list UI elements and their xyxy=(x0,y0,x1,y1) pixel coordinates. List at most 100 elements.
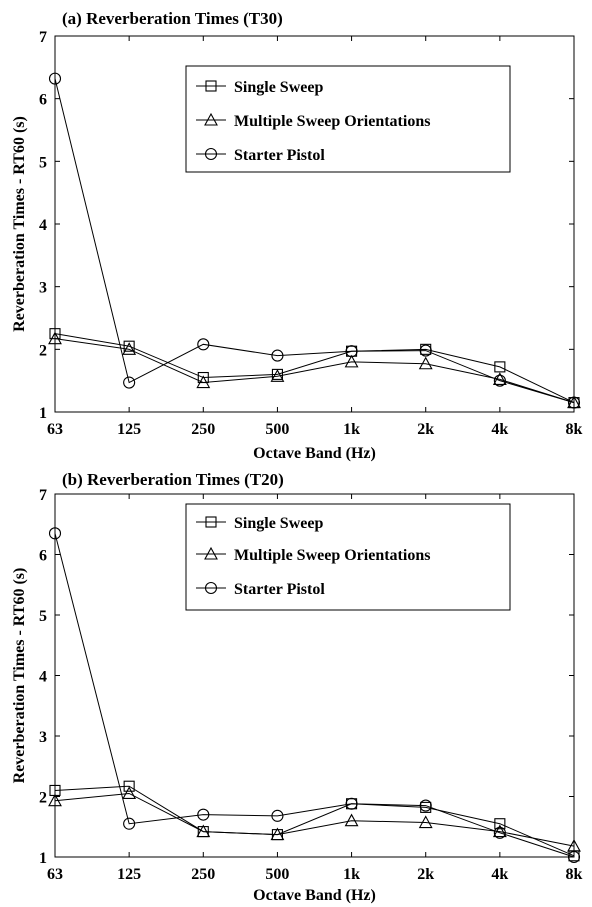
x-tick-label: 1k xyxy=(343,866,360,883)
legend-entry: Starter Pistol xyxy=(196,581,325,598)
data-point-square xyxy=(49,328,61,340)
x-tick-label: 2k xyxy=(417,421,434,438)
series-line xyxy=(54,785,575,857)
y-axis-label: Reverberation Times - RT60 (s) xyxy=(11,568,28,784)
data-point-square xyxy=(123,780,135,792)
x-tick-label: 250 xyxy=(191,421,215,438)
x-tick-label: 63 xyxy=(47,421,63,438)
x-tick-label: 4k xyxy=(491,421,508,438)
data-point-triangle xyxy=(418,356,433,370)
data-point-triangle xyxy=(344,354,359,368)
y-tick-label: 3 xyxy=(39,729,47,746)
legend-marker-square xyxy=(205,516,217,528)
data-point-triangle xyxy=(418,815,433,829)
data-point-circle xyxy=(345,345,358,358)
x-tick-label: 4k xyxy=(491,866,508,883)
chart-title: (b) Reverberation Times (T20) xyxy=(62,470,284,489)
data-point-triangle xyxy=(344,813,359,827)
x-axis-label: Octave Band (Hz) xyxy=(253,887,376,904)
legend-marker-circle xyxy=(204,581,218,595)
series-circle xyxy=(48,72,581,409)
y-axis-label: Reverberation Times - RT60 (s) xyxy=(11,116,28,332)
x-tick-label: 500 xyxy=(265,866,289,883)
x-tick-label: 8k xyxy=(566,866,583,883)
y-tick-label: 7 xyxy=(39,29,47,46)
series-triangle xyxy=(48,331,581,409)
y-tick-label: 6 xyxy=(39,92,47,109)
legend-marker-square xyxy=(205,80,217,92)
legend-label: Multiple Sweep Orientations xyxy=(234,547,430,564)
data-point-circle xyxy=(48,72,62,85)
data-point-triangle xyxy=(492,824,507,838)
data-point-triangle xyxy=(48,331,62,345)
x-tick-label: 63 xyxy=(47,866,63,883)
data-point-circle xyxy=(48,527,62,540)
legend-label: Starter Pistol xyxy=(234,581,325,598)
data-point-circle xyxy=(419,799,432,812)
legend: Single Sweep Multiple Sweep Orientations S… xyxy=(185,503,511,611)
legend-entry: Multiple Sweep Orientations xyxy=(196,112,430,130)
legend-entry: Single Sweep xyxy=(196,79,323,96)
x-tick-label: 125 xyxy=(117,866,141,883)
x-tick-label: 2k xyxy=(417,866,434,883)
y-tick-label: 4 xyxy=(39,217,47,234)
chart-title: (a) Reverberation Times (T30) xyxy=(62,9,283,28)
series-line xyxy=(54,78,575,404)
y-tick-label: 5 xyxy=(39,154,47,171)
legend-label: Starter Pistol xyxy=(234,147,325,164)
data-point-triangle xyxy=(48,793,62,807)
legend-entry: Multiple Sweep Orientations xyxy=(196,546,430,564)
data-point-circle xyxy=(197,338,210,351)
series-line xyxy=(54,333,575,404)
x-axis-label: Octave Band (Hz) xyxy=(253,445,376,462)
data-point-triangle xyxy=(196,375,211,389)
y-tick-label: 5 xyxy=(39,608,47,625)
legend-label: Single Sweep xyxy=(234,515,323,532)
y-tick-label: 2 xyxy=(39,790,47,807)
y-tick-label: 4 xyxy=(39,669,47,686)
x-tick-label: 500 xyxy=(265,421,289,438)
legend-marker-circle xyxy=(204,147,218,161)
series-line xyxy=(54,533,575,858)
data-point-triangle xyxy=(270,369,285,382)
data-point-triangle xyxy=(122,342,137,355)
data-point-circle xyxy=(271,809,284,822)
data-point-circle xyxy=(493,826,506,839)
data-point-square xyxy=(494,818,506,830)
data-point-square xyxy=(123,340,135,352)
legend-marker-triangle xyxy=(204,112,218,126)
y-tick-label: 1 xyxy=(39,850,47,867)
chart-panel-a: 1 2 3 4 5 6 7 63 125 250 500 1k 2k 4k 8k (a) Reverberat… xyxy=(11,9,583,462)
data-point-circle xyxy=(123,817,136,830)
legend-box xyxy=(185,65,511,173)
legend-label: Single Sweep xyxy=(234,79,323,96)
x-tick-label: 125 xyxy=(117,421,141,438)
data-point-circle xyxy=(493,374,506,387)
data-point-circle xyxy=(419,344,432,357)
data-point-triangle xyxy=(270,827,285,841)
data-point-triangle xyxy=(122,786,137,800)
x-tick-label: 250 xyxy=(191,866,215,883)
x-tick-label: 1k xyxy=(343,421,360,438)
y-tick-label: 6 xyxy=(39,548,47,565)
y-tick-label: 7 xyxy=(39,487,47,504)
data-point-circle xyxy=(197,808,210,821)
y-tick-label: 2 xyxy=(39,342,47,359)
legend-marker-triangle xyxy=(204,546,218,560)
legend-label: Multiple Sweep Orientations xyxy=(234,113,430,130)
data-point-circle xyxy=(567,396,581,409)
legend: Single Sweep Multiple Sweep Orientations S… xyxy=(185,65,511,173)
data-point-square xyxy=(494,361,506,373)
data-point-triangle xyxy=(196,824,211,838)
legend-entry: Single Sweep xyxy=(196,515,323,532)
series-circle xyxy=(48,527,581,864)
legend-entry: Starter Pistol xyxy=(196,147,325,164)
legend-box xyxy=(185,503,511,611)
data-point-circle xyxy=(123,376,136,389)
data-point-circle xyxy=(271,349,284,362)
y-tick-label: 1 xyxy=(39,405,47,422)
series-line xyxy=(54,338,575,404)
series-line xyxy=(54,792,575,847)
chart-panel-b: 1 2 3 4 5 6 7 63 125 250 500 1k 2k 4k 8k (b) Reverberat… xyxy=(11,470,583,904)
